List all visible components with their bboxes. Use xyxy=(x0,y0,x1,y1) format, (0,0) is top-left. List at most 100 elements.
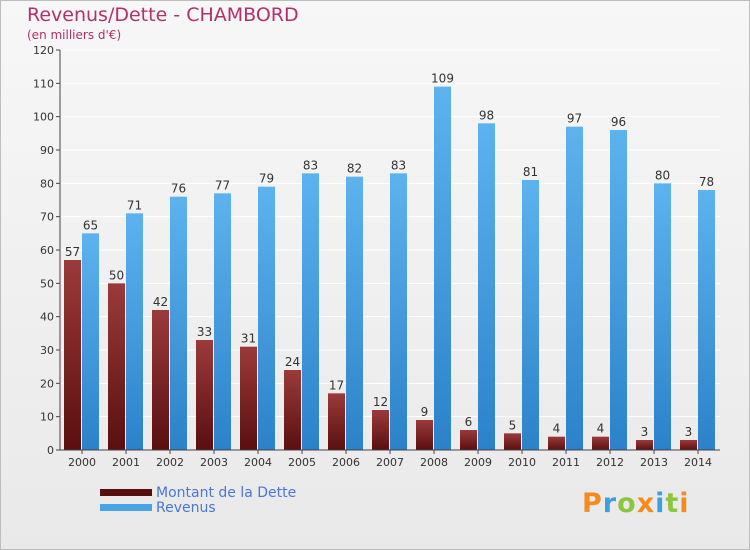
data-label-dette-2007: 12 xyxy=(373,395,388,409)
legend-label-dette: Montant de la Dette xyxy=(156,485,297,501)
data-label-revenus-2010: 81 xyxy=(523,165,538,179)
x-tick-label: 2006 xyxy=(332,456,360,469)
legend-swatch-dette xyxy=(100,489,152,496)
bar-dette-2012 xyxy=(592,436,609,450)
data-label-dette-2001: 50 xyxy=(109,268,124,282)
data-label-revenus-2011: 97 xyxy=(567,112,582,126)
bar-dette-2010 xyxy=(504,433,521,450)
data-label-dette-2006: 17 xyxy=(329,378,344,392)
x-tick-label: 2011 xyxy=(552,456,580,469)
bar-revenus-2004 xyxy=(258,186,275,450)
y-tick-label: 80 xyxy=(40,177,54,190)
y-tick-label: 100 xyxy=(33,111,54,124)
logo-letter: t xyxy=(665,488,680,519)
y-tick-label: 60 xyxy=(40,244,54,257)
x-tick-label: 2008 xyxy=(420,456,448,469)
y-tick-label: 70 xyxy=(40,211,54,224)
legend-label-revenus: Revenus xyxy=(156,500,216,516)
y-tick-label: 0 xyxy=(47,444,54,457)
x-tick-label: 2000 xyxy=(68,456,96,469)
data-label-revenus-2007: 83 xyxy=(391,158,406,172)
data-label-revenus-2006: 82 xyxy=(347,162,362,176)
logo-letter: x xyxy=(636,488,656,519)
data-label-dette-2013: 3 xyxy=(641,425,649,439)
data-label-revenus-2002: 76 xyxy=(171,182,186,196)
bar-revenus-2009 xyxy=(478,123,495,450)
chart-subtitle: (en milliers d'€) xyxy=(27,28,122,42)
data-label-revenus-2014: 78 xyxy=(699,175,714,189)
x-tick-label: 2014 xyxy=(684,456,712,469)
bar-revenus-2011 xyxy=(566,126,583,451)
bar-dette-2007 xyxy=(372,410,389,450)
bar-revenus-2012 xyxy=(610,130,627,450)
bar-dette-2011 xyxy=(548,436,565,450)
x-tick-label: 2005 xyxy=(288,456,316,469)
bar-dette-2006 xyxy=(328,393,345,450)
logo-letter: r xyxy=(602,488,618,519)
data-label-dette-2010: 5 xyxy=(509,418,517,432)
logo-letter: i xyxy=(655,488,666,519)
bar-revenus-2010 xyxy=(522,180,539,450)
x-tick-label: 2009 xyxy=(464,456,492,469)
x-tick-label: 2012 xyxy=(596,456,624,469)
data-label-revenus-2001: 71 xyxy=(127,198,142,212)
bar-revenus-2007 xyxy=(390,173,407,451)
data-label-revenus-2005: 83 xyxy=(303,158,318,172)
bar-dette-2003 xyxy=(196,340,213,450)
bar-dette-2005 xyxy=(284,370,301,450)
bar-dette-2014 xyxy=(680,440,697,450)
bar-revenus-2002 xyxy=(170,196,187,450)
proxiti-logo: Proxiti xyxy=(582,488,690,519)
y-tick-label: 120 xyxy=(33,44,54,57)
bar-revenus-2008 xyxy=(434,86,451,451)
bar-revenus-2013 xyxy=(654,183,671,451)
bar-dette-2000 xyxy=(64,260,81,450)
x-tick-label: 2003 xyxy=(200,456,228,469)
x-tick-label: 2002 xyxy=(156,456,184,469)
y-tick-label: 110 xyxy=(33,77,54,90)
y-tick-label: 20 xyxy=(40,377,54,390)
data-label-revenus-2003: 77 xyxy=(215,178,230,192)
y-tick-label: 10 xyxy=(40,411,54,424)
x-tick-label: 2007 xyxy=(376,456,404,469)
bar-dette-2008 xyxy=(416,420,433,450)
data-label-dette-2014: 3 xyxy=(685,425,693,439)
y-tick-label: 40 xyxy=(40,311,54,324)
data-label-dette-2000: 57 xyxy=(65,245,80,259)
data-label-revenus-2004: 79 xyxy=(259,172,274,186)
x-tick-label: 2010 xyxy=(508,456,536,469)
bar-revenus-2003 xyxy=(214,193,231,451)
bar-dette-2001 xyxy=(108,283,125,450)
data-label-dette-2012: 4 xyxy=(597,422,605,436)
data-label-revenus-2008: 109 xyxy=(431,72,454,86)
y-tick-label: 50 xyxy=(40,277,54,290)
bar-revenus-2014 xyxy=(698,190,715,450)
data-label-revenus-2000: 65 xyxy=(83,218,98,232)
y-tick-label: 90 xyxy=(40,144,54,157)
logo-letter: o xyxy=(617,488,637,519)
bar-dette-2013 xyxy=(636,440,653,450)
data-label-revenus-2013: 80 xyxy=(655,168,670,182)
y-tick-label: 30 xyxy=(40,344,54,357)
bar-revenus-2006 xyxy=(346,176,363,450)
bar-dette-2002 xyxy=(152,310,169,450)
data-label-dette-2004: 31 xyxy=(241,332,256,346)
bar-dette-2004 xyxy=(240,346,257,450)
data-label-dette-2011: 4 xyxy=(553,422,561,436)
x-tick-label: 2013 xyxy=(640,456,668,469)
data-label-dette-2002: 42 xyxy=(153,295,168,309)
bar-revenus-2001 xyxy=(126,213,143,450)
data-label-dette-2008: 9 xyxy=(421,405,429,419)
data-label-revenus-2009: 98 xyxy=(479,108,494,122)
x-tick-label: 2004 xyxy=(244,456,272,469)
legend-swatch-revenus xyxy=(100,504,152,511)
bar-revenus-2000 xyxy=(82,233,99,450)
bar-revenus-2005 xyxy=(302,173,319,451)
data-label-revenus-2012: 96 xyxy=(611,115,626,129)
data-label-dette-2009: 6 xyxy=(465,415,473,429)
data-label-dette-2003: 33 xyxy=(197,325,212,339)
chart-title: Revenus/Dette - CHAMBORD xyxy=(27,4,299,26)
x-tick-label: 2001 xyxy=(112,456,140,469)
logo-letter: i xyxy=(679,488,690,519)
